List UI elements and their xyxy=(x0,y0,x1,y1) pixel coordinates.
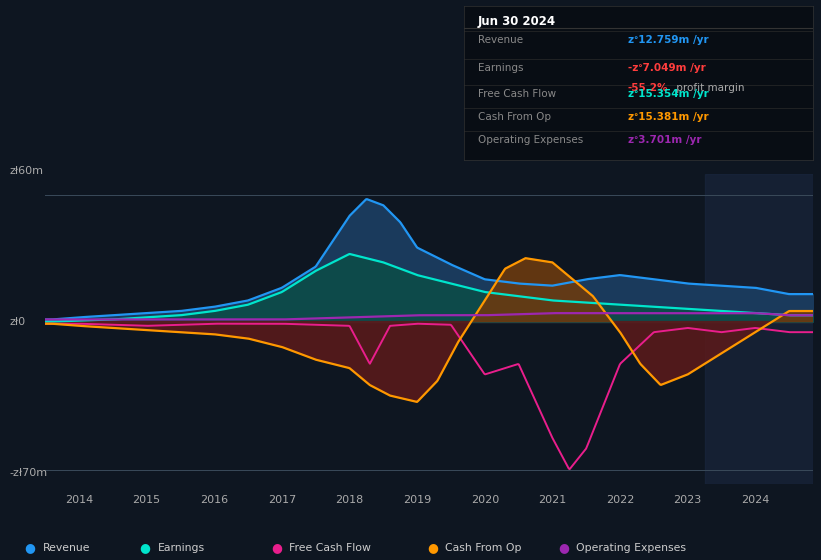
Text: Revenue: Revenue xyxy=(43,543,90,553)
Text: zᐤ15.381m /yr: zᐤ15.381m /yr xyxy=(628,112,709,122)
Text: -55.2%: -55.2% xyxy=(628,83,668,92)
Text: zł60m: zł60m xyxy=(10,166,44,176)
Text: Cash From Op: Cash From Op xyxy=(478,112,551,122)
Text: Operating Expenses: Operating Expenses xyxy=(478,135,583,145)
Text: -zᐤ7.049m /yr: -zᐤ7.049m /yr xyxy=(628,63,705,73)
Text: Free Cash Flow: Free Cash Flow xyxy=(289,543,371,553)
Text: Jun 30 2024: Jun 30 2024 xyxy=(478,15,556,28)
Bar xyxy=(704,174,813,484)
Text: ●: ● xyxy=(427,541,438,554)
Text: Free Cash Flow: Free Cash Flow xyxy=(478,89,556,99)
Text: ●: ● xyxy=(25,541,35,554)
Text: Operating Expenses: Operating Expenses xyxy=(576,543,686,553)
Text: -zł70m: -zł70m xyxy=(10,468,48,478)
Text: zᐤ3.701m /yr: zᐤ3.701m /yr xyxy=(628,135,701,145)
Text: Cash From Op: Cash From Op xyxy=(445,543,521,553)
Text: Earnings: Earnings xyxy=(478,63,523,73)
Text: Earnings: Earnings xyxy=(158,543,204,553)
Text: Revenue: Revenue xyxy=(478,35,523,45)
Text: ●: ● xyxy=(558,541,569,554)
Text: ●: ● xyxy=(140,541,150,554)
Text: zᐤ15.354m /yr: zᐤ15.354m /yr xyxy=(628,89,709,99)
Text: zᐤ12.759m /yr: zᐤ12.759m /yr xyxy=(628,35,709,45)
Text: ●: ● xyxy=(271,541,282,554)
Text: profit margin: profit margin xyxy=(673,83,745,92)
Text: zł0: zł0 xyxy=(10,317,26,327)
